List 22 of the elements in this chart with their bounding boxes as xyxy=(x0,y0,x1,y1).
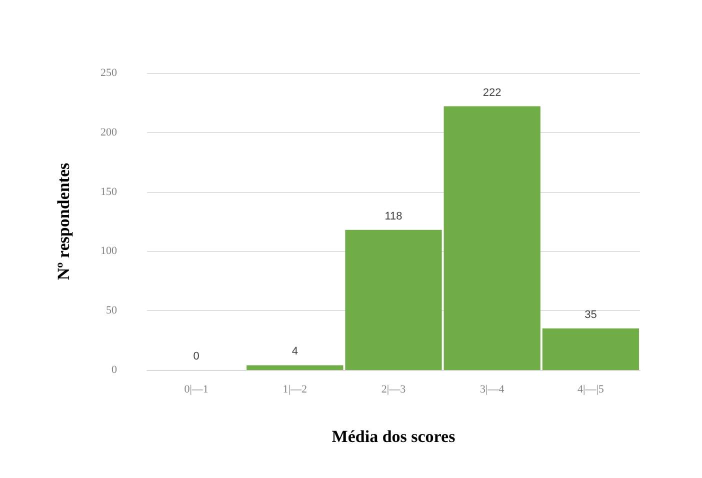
y-tick-label: 250 xyxy=(100,67,118,79)
y-tick-label: 50 xyxy=(106,304,118,317)
bar xyxy=(542,328,640,370)
bar xyxy=(345,230,442,370)
y-axis-title: Nº respondentes xyxy=(54,162,73,280)
data-label: 118 xyxy=(384,210,402,222)
x-axis-title: Média dos scores xyxy=(332,427,456,446)
x-tick-label: 1|—2 xyxy=(282,384,307,396)
y-tick-label: 200 xyxy=(100,126,118,138)
x-tick-label: 3|—4 xyxy=(480,384,505,396)
data-label: 35 xyxy=(584,308,597,321)
data-label: 4 xyxy=(292,346,298,358)
y-tick-label: 150 xyxy=(100,186,118,198)
data-label: 222 xyxy=(482,86,502,99)
x-tick-label: 0|—1 xyxy=(184,384,208,396)
x-tick-label: 2|—3 xyxy=(381,384,406,396)
y-tick-label: 0 xyxy=(112,364,118,376)
y-tick-label: 100 xyxy=(100,245,118,258)
bar xyxy=(246,365,344,370)
x-tick-label: 4|—|5 xyxy=(577,384,604,396)
bar xyxy=(444,106,540,370)
data-label: 0 xyxy=(193,350,200,362)
